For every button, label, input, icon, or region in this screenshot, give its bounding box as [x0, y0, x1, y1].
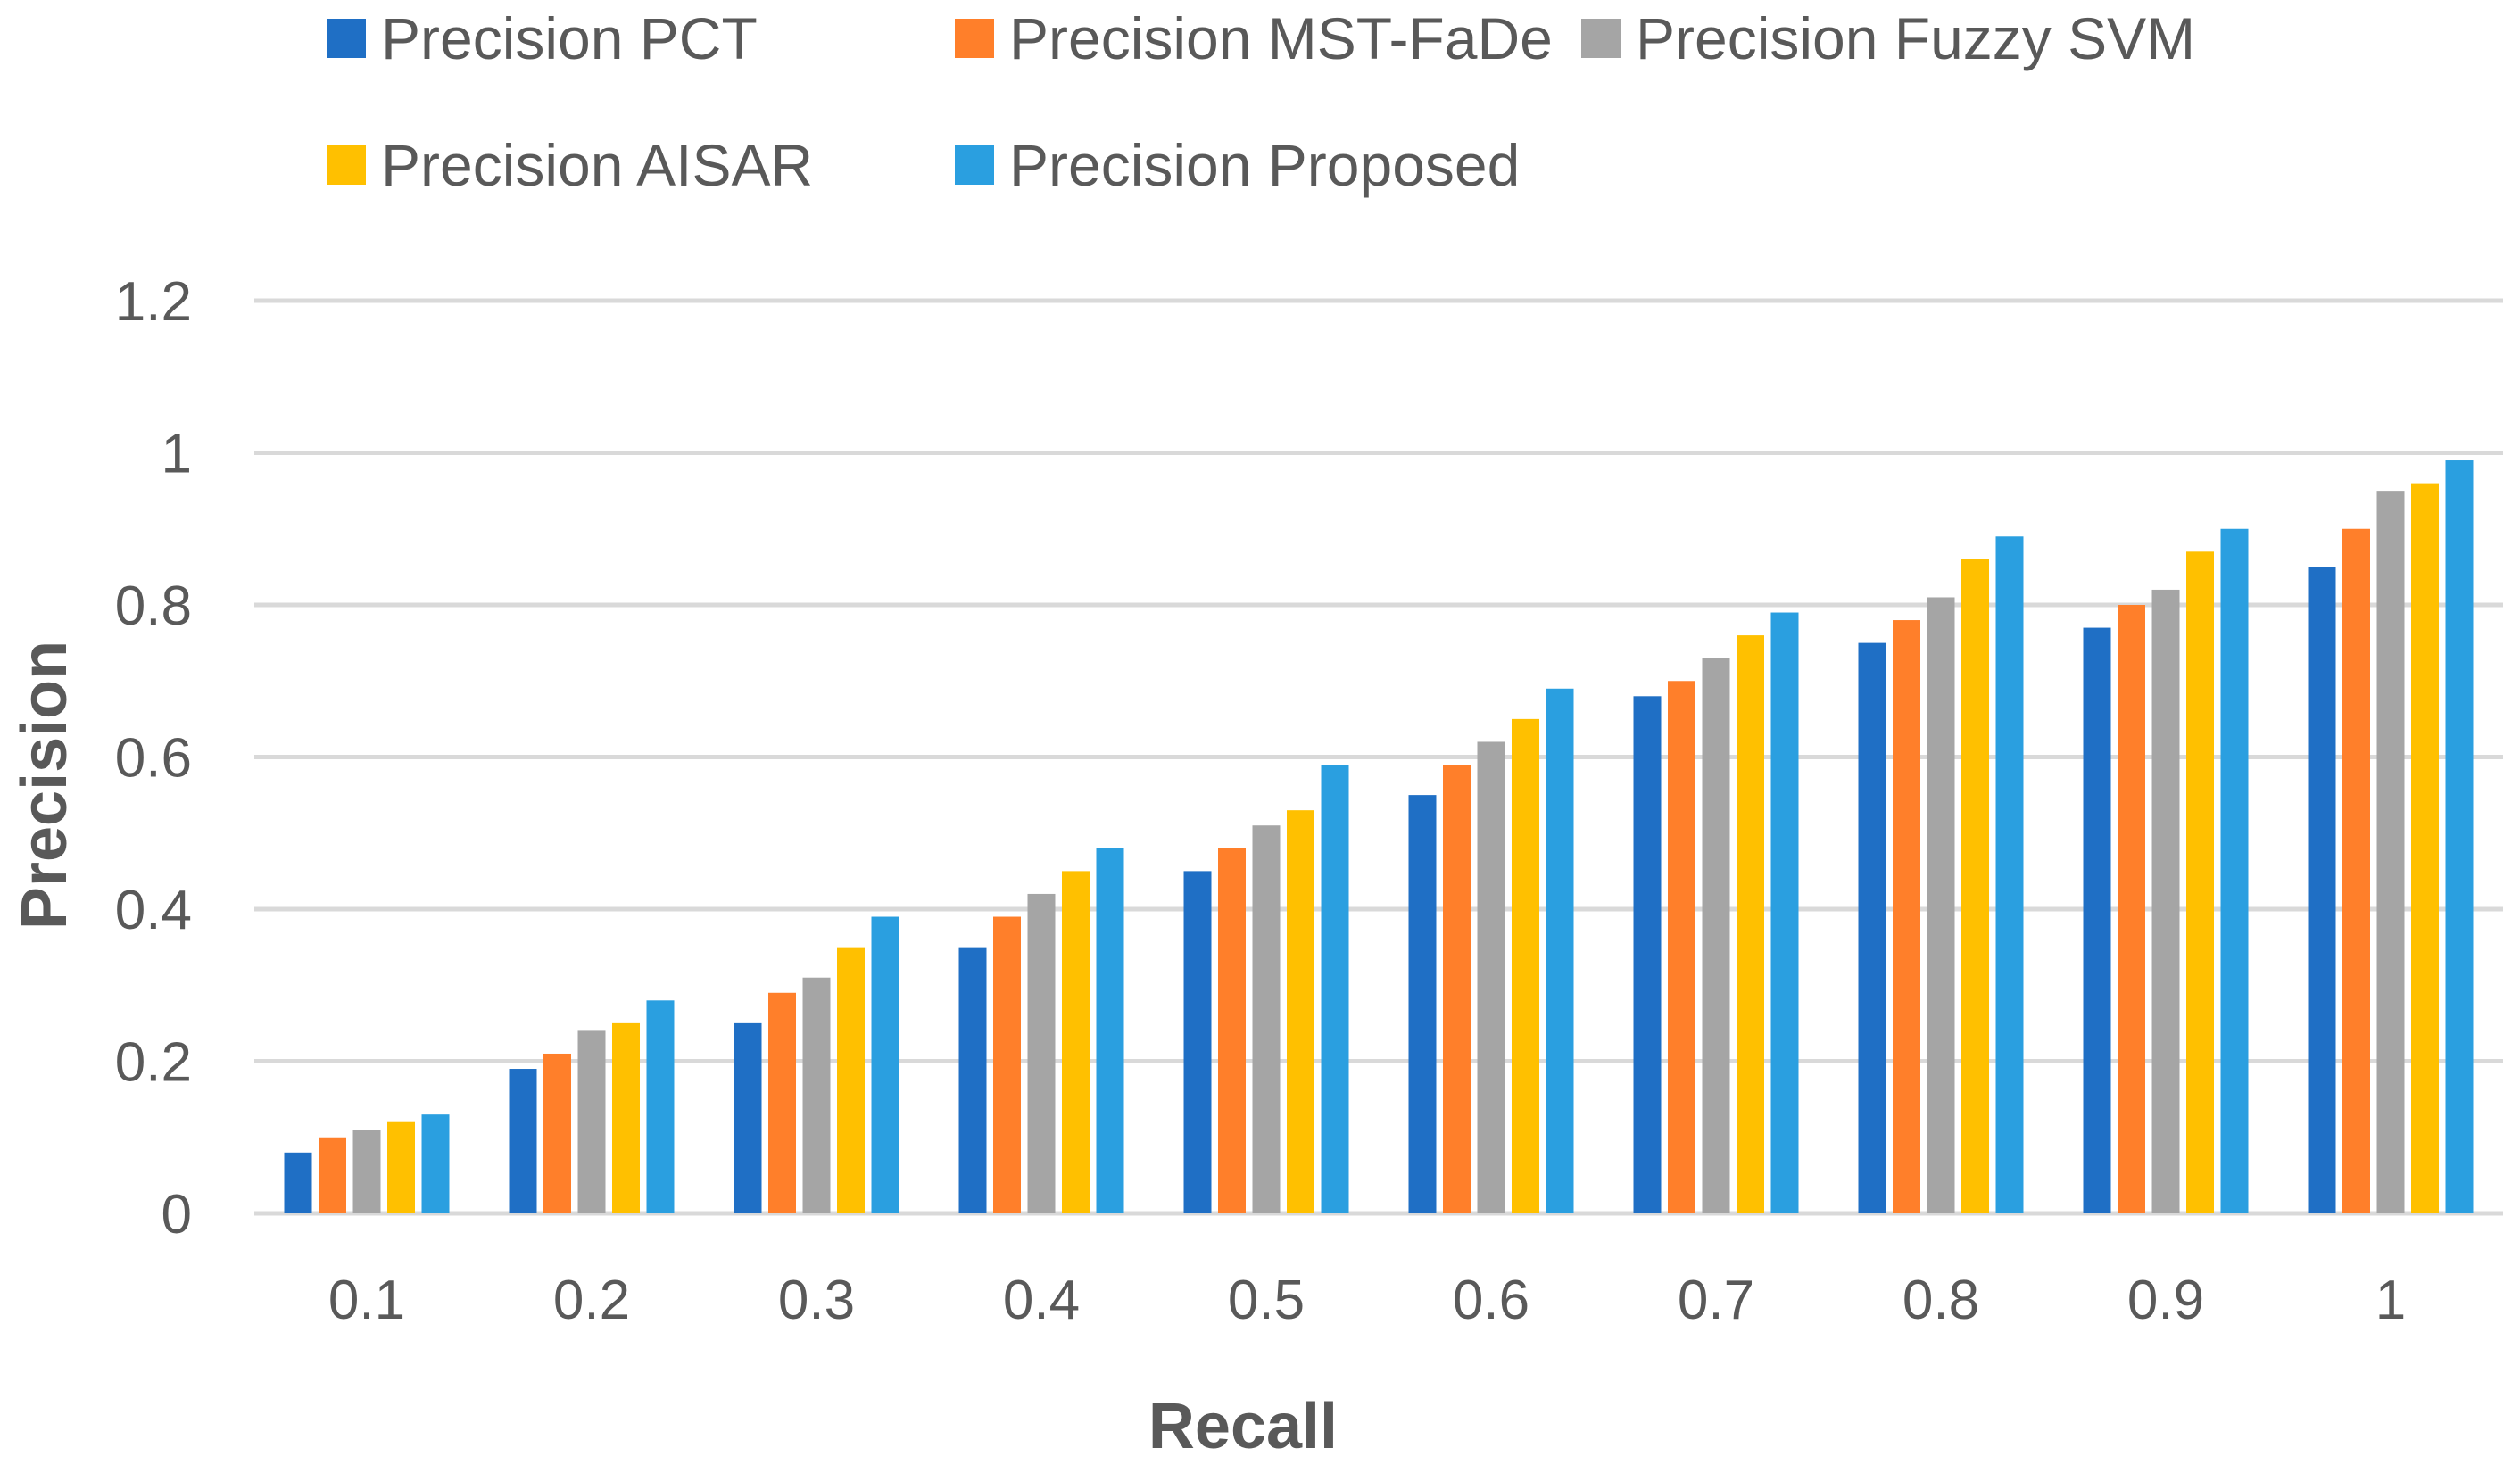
bar-precision-fuzzy-svm-1 [2376, 491, 2405, 1213]
bar-precision-mst-fade-0-2 [543, 1053, 571, 1213]
bar-precision-pct-0-8 [1858, 642, 1886, 1213]
bar-precision-proposed-0-4 [1096, 848, 1124, 1213]
x-tick-label: 0.8 [1902, 1270, 1979, 1331]
y-axis-title: Precision [9, 641, 80, 930]
x-tick-label: 0.1 [328, 1270, 405, 1331]
x-tick-label: 0.7 [1678, 1270, 1754, 1331]
bars [284, 460, 2474, 1213]
bar-precision-pct-0-1 [284, 1152, 312, 1213]
x-tick-label: 0.4 [1003, 1270, 1080, 1331]
legend-label: Precision AISAR [381, 132, 813, 198]
bar-precision-pct-0-9 [2083, 627, 2111, 1213]
y-tick-label: 0.6 [115, 728, 192, 790]
legend-label: Precision MST-FaDe [1009, 5, 1553, 71]
y-tick-label: 1 [162, 424, 192, 485]
bar-precision-fuzzy-svm-0-6 [1477, 741, 1505, 1213]
x-axis-ticks: 0.1 0.2 0.3 0.4 0.5 0.6 0.7 0.8 0.9 1 [328, 1270, 2406, 1331]
bar-precision-aisar-0-1 [387, 1121, 415, 1213]
bar-precision-fuzzy-svm-0-7 [1702, 658, 1730, 1213]
y-tick-label: 0.2 [115, 1032, 192, 1094]
y-tick-label: 0 [162, 1184, 192, 1245]
bar-precision-pct-0-7 [1633, 696, 1662, 1213]
bar-precision-aisar-0-2 [612, 1022, 640, 1213]
bar-precision-pct-0-3 [734, 1022, 762, 1213]
bar-precision-mst-fade-0-9 [2118, 605, 2145, 1213]
x-tick-label: 0.9 [2127, 1270, 2204, 1331]
y-tick-label: 0.8 [115, 575, 192, 637]
bar-precision-proposed-0-1 [421, 1114, 450, 1213]
bar-precision-proposed-0-5 [1321, 765, 1349, 1213]
bar-precision-aisar-0-9 [2186, 551, 2214, 1213]
bar-precision-aisar-0-7 [1737, 635, 1764, 1213]
bar-precision-pct-1 [2308, 567, 2336, 1213]
bar-precision-pct-0-6 [1408, 795, 1437, 1213]
y-tick-label: 1.2 [115, 271, 192, 333]
bar-precision-pct-0-5 [1183, 871, 1212, 1213]
bar-precision-pct-0-4 [958, 947, 987, 1213]
bar-precision-fuzzy-svm-0-3 [802, 977, 831, 1213]
bar-precision-fuzzy-svm-0-1 [352, 1130, 381, 1213]
bar-precision-aisar-0-3 [837, 947, 865, 1213]
bar-precision-proposed-0-9 [2220, 528, 2249, 1213]
legend: Precision PCT Precision MST-FaDe Precision… [327, 5, 2195, 198]
bar-precision-mst-fade-0-7 [1668, 681, 1695, 1213]
bar-precision-proposed-0-2 [646, 1000, 675, 1213]
x-tick-label: 0.6 [1453, 1270, 1529, 1331]
bar-precision-mst-fade-0-5 [1218, 848, 1246, 1213]
x-axis-title: Recall [1148, 1391, 1338, 1462]
x-tick-label: 1 [2375, 1270, 2406, 1331]
bar-precision-proposed-0-7 [1770, 612, 1799, 1213]
bar-precision-proposed-1 [2445, 460, 2474, 1213]
bar-precision-proposed-0-3 [871, 916, 899, 1213]
legend-swatch [955, 145, 994, 185]
legend-label: Precision Proposed [1009, 132, 1520, 198]
bar-precision-mst-fade-0-8 [1893, 620, 1920, 1213]
legend-label: Precision PCT [381, 5, 758, 71]
bar-precision-aisar-0-4 [1062, 871, 1090, 1213]
bar-precision-fuzzy-svm-0-4 [1027, 893, 1056, 1213]
legend-swatch [1581, 19, 1621, 58]
bar-precision-aisar-0-6 [1512, 718, 1539, 1213]
bar-precision-pct-0-2 [509, 1069, 537, 1213]
legend-swatch [327, 19, 366, 58]
bar-precision-mst-fade-0-4 [993, 916, 1021, 1213]
bar-precision-proposed-0-8 [1995, 536, 2024, 1213]
legend-swatch [955, 19, 994, 58]
bar-precision-aisar-1 [2411, 483, 2439, 1213]
bar-precision-aisar-0-8 [1961, 559, 1989, 1213]
bar-precision-mst-fade-1 [2342, 528, 2370, 1213]
legend-label: Precision Fuzzy SVM [1636, 5, 2195, 71]
x-tick-label: 0.3 [778, 1270, 855, 1331]
bar-precision-mst-fade-0-6 [1443, 765, 1471, 1213]
legend-swatch [327, 145, 366, 185]
bar-precision-mst-fade-0-1 [319, 1137, 346, 1213]
bar-precision-fuzzy-svm-0-9 [2151, 589, 2180, 1213]
x-tick-label: 0.2 [553, 1270, 630, 1331]
bar-precision-mst-fade-0-3 [768, 992, 796, 1213]
bar-precision-aisar-0-5 [1287, 810, 1314, 1213]
bar-precision-fuzzy-svm-0-8 [1927, 597, 1955, 1213]
y-axis-ticks: 0 0.2 0.4 0.6 0.8 1 1.2 [115, 271, 192, 1245]
y-tick-label: 0.4 [115, 880, 192, 941]
bar-precision-proposed-0-6 [1546, 688, 1574, 1213]
bar-precision-fuzzy-svm-0-2 [577, 1030, 606, 1213]
bar-precision-fuzzy-svm-0-5 [1252, 825, 1281, 1213]
x-tick-label: 0.5 [1228, 1270, 1305, 1331]
